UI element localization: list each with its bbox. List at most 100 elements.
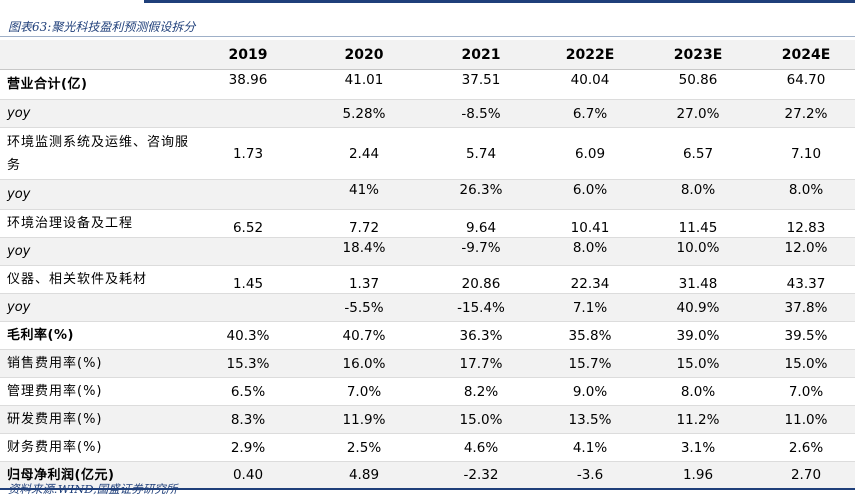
- row-label: yoy: [7, 187, 31, 202]
- table-cell: 5.28%: [342, 105, 386, 122]
- table-cell: 2.44: [348, 145, 380, 162]
- table-row: 销售费用率(%) 15.3% 16.0% 17.7% 15.7% 15.0% 15.0%: [0, 350, 855, 378]
- header-2020: 2020: [344, 46, 384, 63]
- table-row: 营业合计(亿) 38.96 41.01 37.51 40.04 50.86 64.70: [0, 70, 855, 100]
- table-cell: -2.32: [463, 467, 499, 483]
- table-cell: 2.6%: [788, 439, 824, 456]
- table-cell: 16.0%: [342, 355, 386, 372]
- table-cell: 10.0%: [676, 240, 720, 256]
- table-cell: 39.5%: [784, 327, 828, 344]
- table-cell: 39.0%: [676, 327, 720, 344]
- table-cell: [193, 294, 303, 321]
- table-cell: 6.5%: [230, 383, 266, 400]
- table-cell: 12.0%: [784, 240, 828, 256]
- table-cell: [193, 238, 303, 265]
- table-cell: 26.3%: [459, 182, 503, 198]
- table-row: yoy -5.5% -15.4% 7.1% 40.9% 37.8%: [0, 294, 855, 322]
- table-cell: 31.48: [678, 276, 718, 292]
- table-cell: 8.0%: [572, 240, 608, 256]
- table-cell: 1.45: [232, 276, 264, 292]
- table-cell: 7.0%: [788, 383, 824, 400]
- table-cell: 18.4%: [342, 240, 386, 256]
- table-row: 管理费用率(%) 6.5% 7.0% 8.2% 9.0% 8.0% 7.0%: [0, 378, 855, 406]
- table-cell: 15.0%: [459, 411, 503, 428]
- table-cell: 0.40: [232, 467, 264, 483]
- header-2023e: 2023E: [673, 46, 723, 63]
- table-cell: 6.52: [232, 220, 264, 236]
- table-cell: 3.1%: [680, 439, 716, 456]
- table-cell: 11.9%: [342, 411, 386, 428]
- row-label: yoy: [7, 300, 31, 315]
- table-cell: 41%: [348, 182, 379, 198]
- table-cell: 7.0%: [346, 383, 382, 400]
- table-cell: 7.72: [348, 220, 380, 236]
- table-cell: 2.70: [790, 467, 822, 483]
- row-label: 毛利率(%): [7, 328, 74, 343]
- table-cell: 27.2%: [784, 105, 828, 122]
- table-cell: 35.8%: [568, 327, 612, 344]
- table-cell: 9.64: [465, 220, 497, 236]
- table-cell: -3.6: [576, 467, 604, 483]
- table-row: 财务费用率(%) 2.9% 2.5% 4.6% 4.1% 3.1% 2.6%: [0, 434, 855, 462]
- table-row: yoy 41% 26.3% 6.0% 8.0% 8.0%: [0, 180, 855, 210]
- table-row: 环境治理设备及工程 6.52 7.72 9.64 10.41 11.45 12.83: [0, 210, 855, 238]
- table-cell: 4.6%: [463, 439, 499, 456]
- forecast-table: 2019 2020 2021 2022E 2023E 2024E 营业合计(亿)…: [0, 40, 855, 490]
- table-cell: 64.70: [786, 72, 826, 88]
- table-cell: 8.0%: [680, 383, 716, 400]
- table-cell: 15.0%: [676, 355, 720, 372]
- row-label: 归母净利润(亿元): [7, 467, 115, 483]
- row-label: 研发费用率(%): [7, 412, 103, 427]
- table-row: 归母净利润(亿元) 0.40 4.89 -2.32 -3.6 1.96 2.70: [0, 462, 855, 490]
- table-row: yoy 5.28% -8.5% 6.7% 27.0% 27.2%: [0, 100, 855, 128]
- table-cell: 13.5%: [568, 411, 612, 428]
- table-cell: [193, 100, 303, 127]
- table-cell: 1.96: [682, 467, 714, 483]
- table-cell: -15.4%: [457, 299, 505, 316]
- table-cell: 8.0%: [680, 182, 716, 198]
- table-cell: 36.3%: [459, 327, 503, 344]
- table-cell: 43.37: [786, 276, 826, 292]
- table-cell: 12.83: [786, 220, 826, 236]
- row-label: 财务费用率(%): [7, 440, 103, 455]
- table-cell: 8.3%: [230, 411, 266, 428]
- table-cell: 6.7%: [572, 105, 608, 122]
- table-cell: 27.0%: [676, 105, 720, 122]
- table-cell: 9.0%: [572, 383, 608, 400]
- row-label: 营业合计(亿): [7, 77, 88, 92]
- table-cell: 37.51: [461, 72, 501, 88]
- table-cell: 50.86: [678, 72, 718, 88]
- table-cell: 41.01: [344, 72, 384, 88]
- table-row: 仪器、相关软件及耗材 1.45 1.37 20.86 22.34 31.48 43.37: [0, 266, 855, 294]
- table-cell: 15.7%: [568, 355, 612, 372]
- header-2019: 2019: [228, 46, 268, 63]
- table-cell: -8.5%: [461, 105, 501, 122]
- table-cell: 6.09: [574, 145, 606, 162]
- source-note: 资料来源:WIND,国盛证券研究所: [8, 482, 178, 496]
- table-cell: -9.7%: [461, 240, 501, 256]
- table-row: 毛利率(%) 40.3% 40.7% 36.3% 35.8% 39.0% 39.5%: [0, 322, 855, 350]
- table-cell: 40.04: [570, 72, 610, 88]
- table-cell: 5.74: [465, 145, 497, 162]
- table-cell: 40.3%: [226, 327, 270, 344]
- table-cell: 40.7%: [342, 327, 386, 344]
- row-label: 仪器、相关软件及耗材: [7, 272, 148, 287]
- table-cell: 10.41: [570, 220, 610, 236]
- table-row: 环境监测系统及运维、咨询服务 1.73 2.44 5.74 6.09 6.57 7.10: [0, 128, 855, 180]
- table-cell: [193, 180, 303, 209]
- table-cell: 8.2%: [463, 383, 499, 400]
- table-cell: 38.96: [228, 72, 268, 88]
- table-cell: 15.0%: [784, 355, 828, 372]
- header-2024e: 2024E: [781, 46, 831, 63]
- caption-rule: [0, 36, 855, 37]
- table-cell: 7.1%: [572, 299, 608, 316]
- table-cell: 15.3%: [226, 355, 270, 372]
- table-cell: 20.86: [461, 276, 501, 292]
- row-label: yoy: [7, 106, 31, 121]
- table-cell: 4.89: [348, 467, 380, 483]
- table-cell: 40.9%: [676, 299, 720, 316]
- table-cell: 2.5%: [346, 439, 382, 456]
- table-cell: -5.5%: [344, 299, 384, 316]
- row-label: 销售费用率(%): [7, 356, 103, 371]
- table-cell: 7.10: [790, 145, 822, 162]
